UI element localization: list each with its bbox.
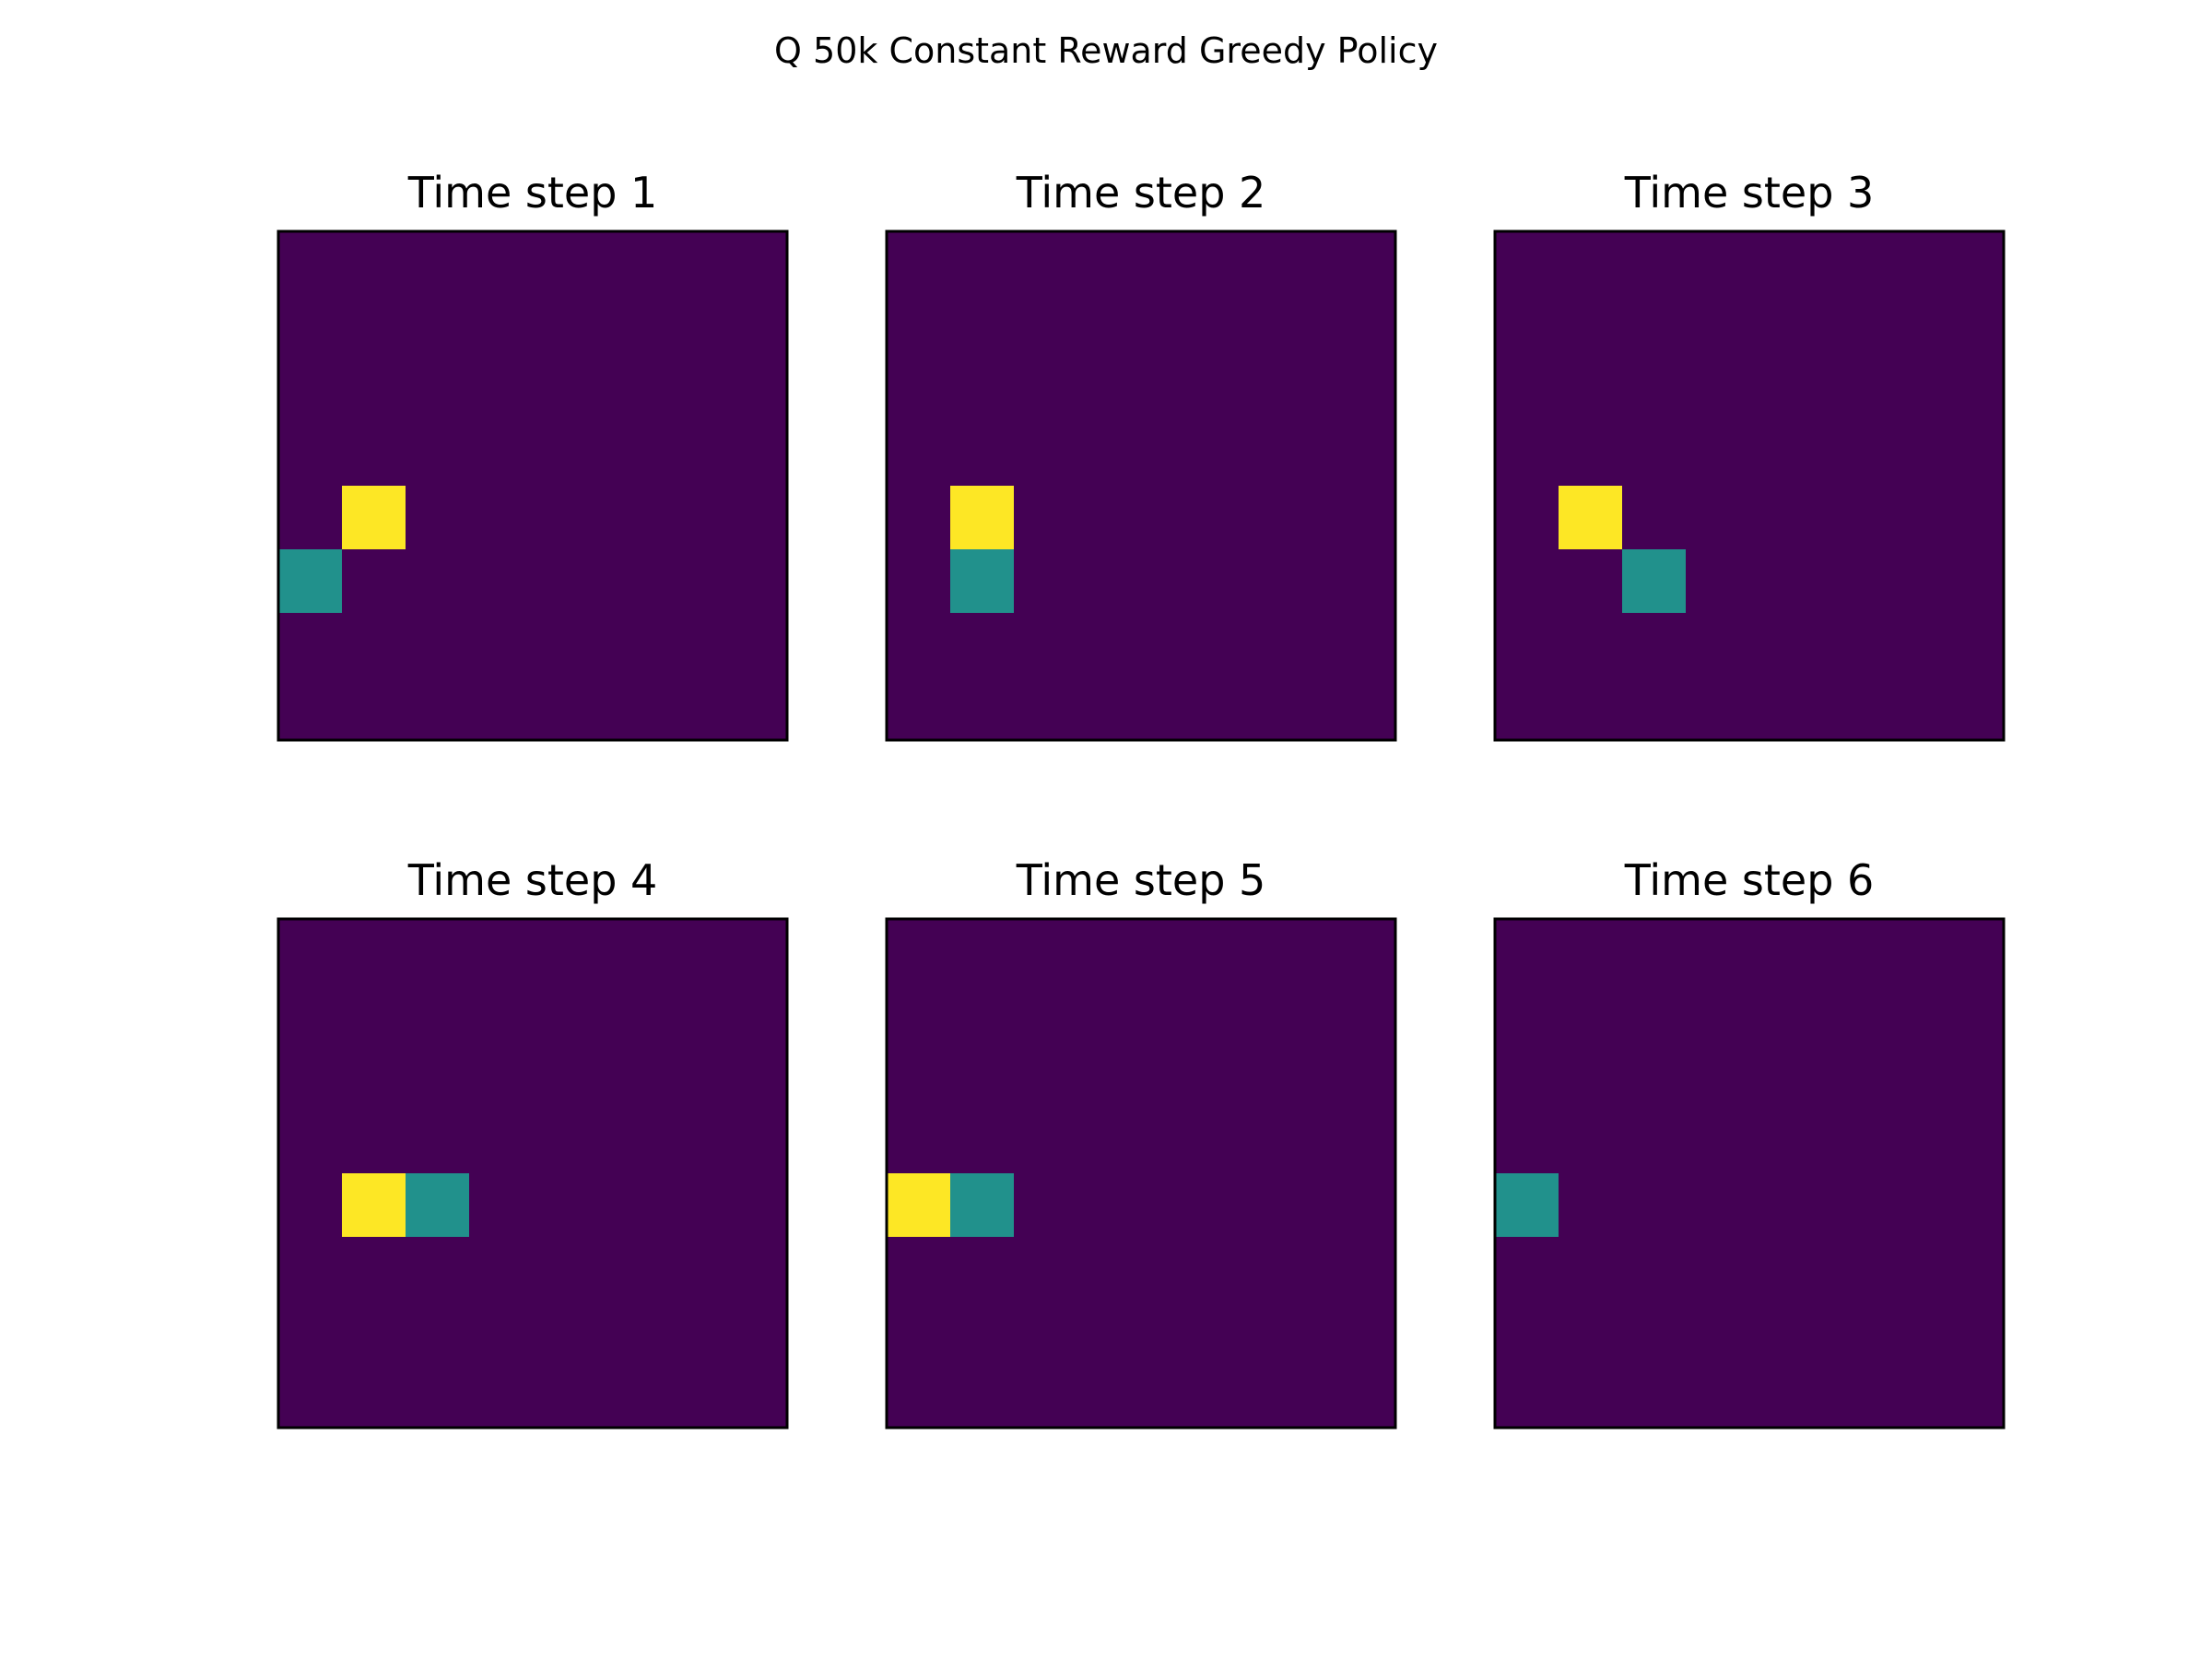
panel-frame bbox=[1493, 229, 2006, 742]
panel-frame bbox=[885, 229, 1397, 742]
panel-title: Time step 2 bbox=[1016, 168, 1266, 218]
agent-cell bbox=[950, 486, 1014, 549]
panel-title: Time step 5 bbox=[1016, 855, 1266, 905]
panel-5: Time step 5 bbox=[885, 855, 1397, 1430]
panel-6: Time step 6 bbox=[1493, 855, 2006, 1430]
panel-grid-background bbox=[1495, 919, 2004, 1428]
target-cell bbox=[950, 1173, 1014, 1237]
agent-cell bbox=[887, 1173, 950, 1237]
panel-title: Time step 1 bbox=[407, 168, 658, 218]
agent-cell bbox=[1559, 486, 1622, 549]
agent-cell bbox=[342, 1173, 406, 1237]
agent-cell bbox=[342, 486, 406, 549]
panel-frame bbox=[885, 917, 1397, 1430]
panel-title: Time step 6 bbox=[1624, 855, 1875, 905]
panel-title: Time step 3 bbox=[1624, 168, 1875, 218]
panel-4: Time step 4 bbox=[276, 855, 789, 1430]
target-cell bbox=[1495, 1173, 1559, 1237]
panel-title: Time step 4 bbox=[407, 855, 658, 905]
panel-frame bbox=[276, 917, 789, 1430]
target-cell bbox=[950, 549, 1014, 613]
panel-frame bbox=[1493, 917, 2006, 1430]
target-cell bbox=[278, 549, 342, 613]
panel-3: Time step 3 bbox=[1493, 168, 2006, 742]
panel-2: Time step 2 bbox=[885, 168, 1397, 742]
panel-frame bbox=[276, 229, 789, 742]
panels: Time step 1 Time step 2 Time step 3 Time st… bbox=[276, 168, 2006, 1430]
panel-1: Time step 1 bbox=[276, 168, 789, 742]
target-cell bbox=[1622, 549, 1686, 613]
figure-title: Q 50k Constant Reward Greedy Policy bbox=[774, 30, 1438, 71]
target-cell bbox=[406, 1173, 469, 1237]
